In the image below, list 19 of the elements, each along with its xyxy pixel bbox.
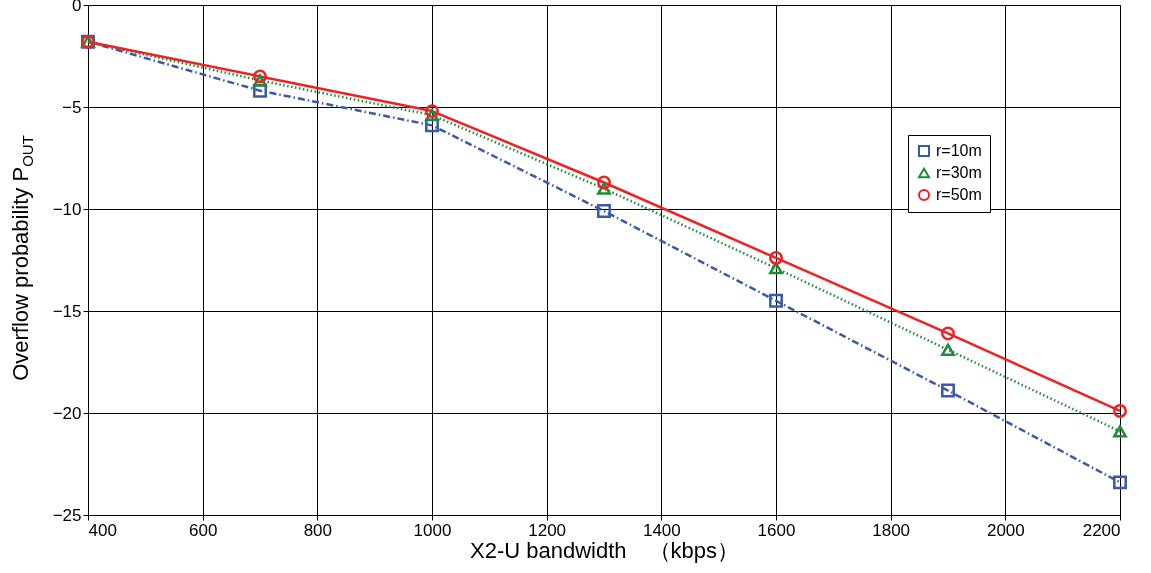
legend-label: r=50m [936, 186, 982, 203]
y-tick-label: −5 [62, 97, 82, 117]
y-tick-label: −10 [52, 199, 82, 219]
x-tick-label: 1800 [872, 520, 911, 540]
y-tick-label: −25 [52, 505, 82, 525]
legend-label: r=10m [936, 142, 982, 159]
x-tick-label: 1200 [528, 520, 567, 540]
x-tick-label: 400 [88, 520, 117, 540]
legend-label: r=30m [936, 164, 982, 181]
y-tick-label: −20 [52, 403, 82, 423]
x-tick-label: 600 [188, 520, 218, 540]
x-tick-label: 2200 [1082, 520, 1121, 540]
x-tick-label: 1600 [757, 520, 796, 540]
x-tick-label: 2000 [986, 520, 1025, 540]
x-tick-label: 800 [303, 520, 333, 540]
y-tick-label: −15 [52, 301, 82, 321]
x-axis-title: X2-U bandwidth （kbps） [469, 537, 740, 563]
x-tick-label: 1000 [413, 520, 452, 540]
x-tick-label: 1400 [642, 520, 681, 540]
